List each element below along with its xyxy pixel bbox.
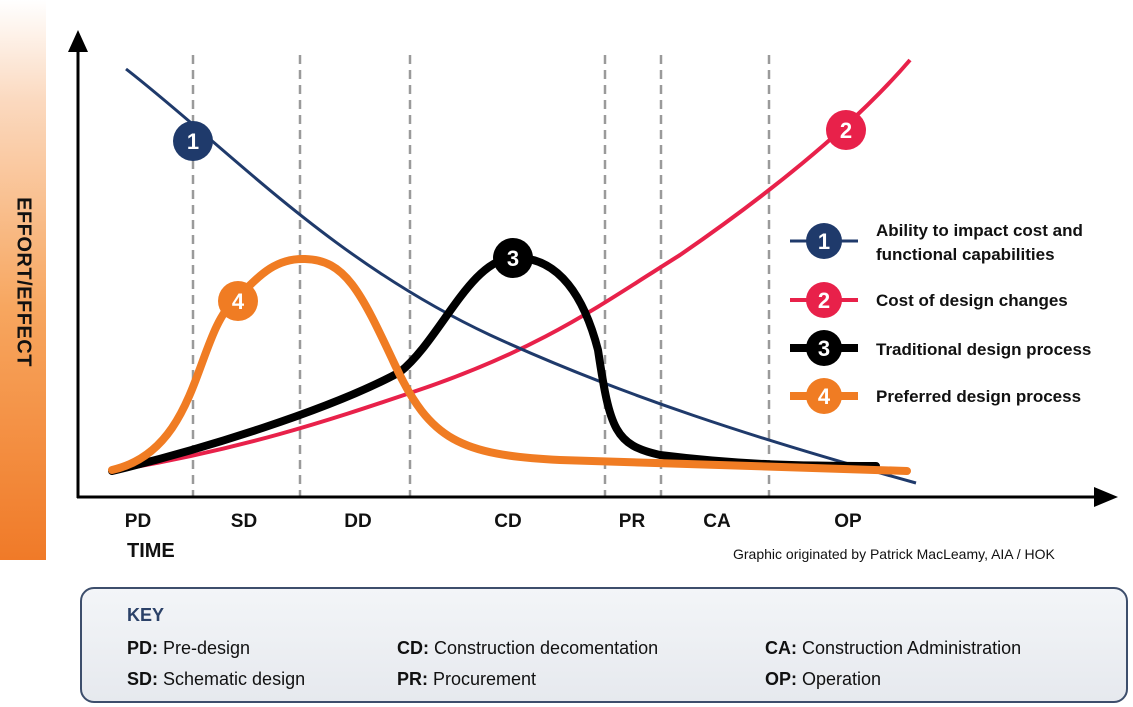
credit-text: Graphic originated by Patrick MacLeamy, … xyxy=(733,546,1055,562)
key-box: KEY PD: Pre-design SD: Schematic design … xyxy=(80,587,1128,703)
axes xyxy=(68,30,1118,507)
curve-badge-4: 4 xyxy=(218,281,258,321)
key-item-pd: PD: Pre-design xyxy=(127,638,251,658)
legend-item-4: 4 Preferred design process xyxy=(790,378,1081,414)
key-item-sd: SD: Schematic design xyxy=(127,669,306,689)
legend-label-2: Cost of design changes xyxy=(876,291,1068,310)
curve-4-preferred-process xyxy=(108,254,911,475)
curve-3-traditional-process xyxy=(108,253,880,475)
phase-label-pd: PD xyxy=(125,511,151,532)
curve-2-cost-of-design-changes xyxy=(111,58,912,473)
key-title: KEY xyxy=(127,605,165,625)
legend-label-3: Traditional design process xyxy=(876,340,1091,359)
key-item-op: OP: Operation xyxy=(765,669,882,689)
curve-badge-1: 1 xyxy=(173,121,213,161)
svg-text:4: 4 xyxy=(818,384,831,409)
curve-badge-2: 2 xyxy=(826,110,866,150)
svg-text:4: 4 xyxy=(232,289,245,314)
svg-text:2: 2 xyxy=(840,118,852,143)
curve-badge-3: 3 xyxy=(493,238,533,278)
legend-label-4: Preferred design process xyxy=(876,387,1081,406)
svg-text:1: 1 xyxy=(187,129,199,154)
y-axis-band xyxy=(0,0,46,560)
effort-effect-diagram: 1 2 3 4 1 Ability to impact cost and fun… xyxy=(68,30,1118,532)
key-item-ca: CA: Construction Administration xyxy=(765,638,1022,658)
legend-item-1: 1 Ability to impact cost and functional … xyxy=(790,221,1083,264)
phase-label-op: OP xyxy=(834,511,862,532)
phase-label-cd: CD xyxy=(494,511,521,532)
legend-label-1b: functional capabilities xyxy=(876,245,1055,264)
legend-label-1a: Ability to impact cost and xyxy=(876,221,1083,240)
key-item-pr: PR: Procurement xyxy=(397,669,537,689)
phase-label-ca: CA xyxy=(703,511,731,532)
phase-label-sd: SD xyxy=(231,511,257,532)
svg-text:2: 2 xyxy=(818,288,830,313)
svg-text:3: 3 xyxy=(507,246,519,271)
key-item-cd: CD: Construction decomentation xyxy=(397,638,659,658)
phase-dividers xyxy=(191,55,771,497)
phase-label-dd: DD xyxy=(344,511,371,532)
y-axis-arrow xyxy=(68,30,88,52)
legend-item-3: 3 Traditional design process xyxy=(790,330,1091,366)
legend-item-2: 2 Cost of design changes xyxy=(790,282,1068,318)
x-axis-label: TIME xyxy=(127,540,175,562)
legend: 1 Ability to impact cost and functional … xyxy=(790,221,1091,414)
svg-text:1: 1 xyxy=(818,229,830,254)
curve-1-ability-to-impact xyxy=(125,67,917,485)
phase-labels: PD SD DD CD PR CA OP xyxy=(125,511,862,532)
svg-text:3: 3 xyxy=(818,336,830,361)
phase-label-pr: PR xyxy=(619,511,646,532)
x-axis-arrow xyxy=(1094,487,1118,507)
